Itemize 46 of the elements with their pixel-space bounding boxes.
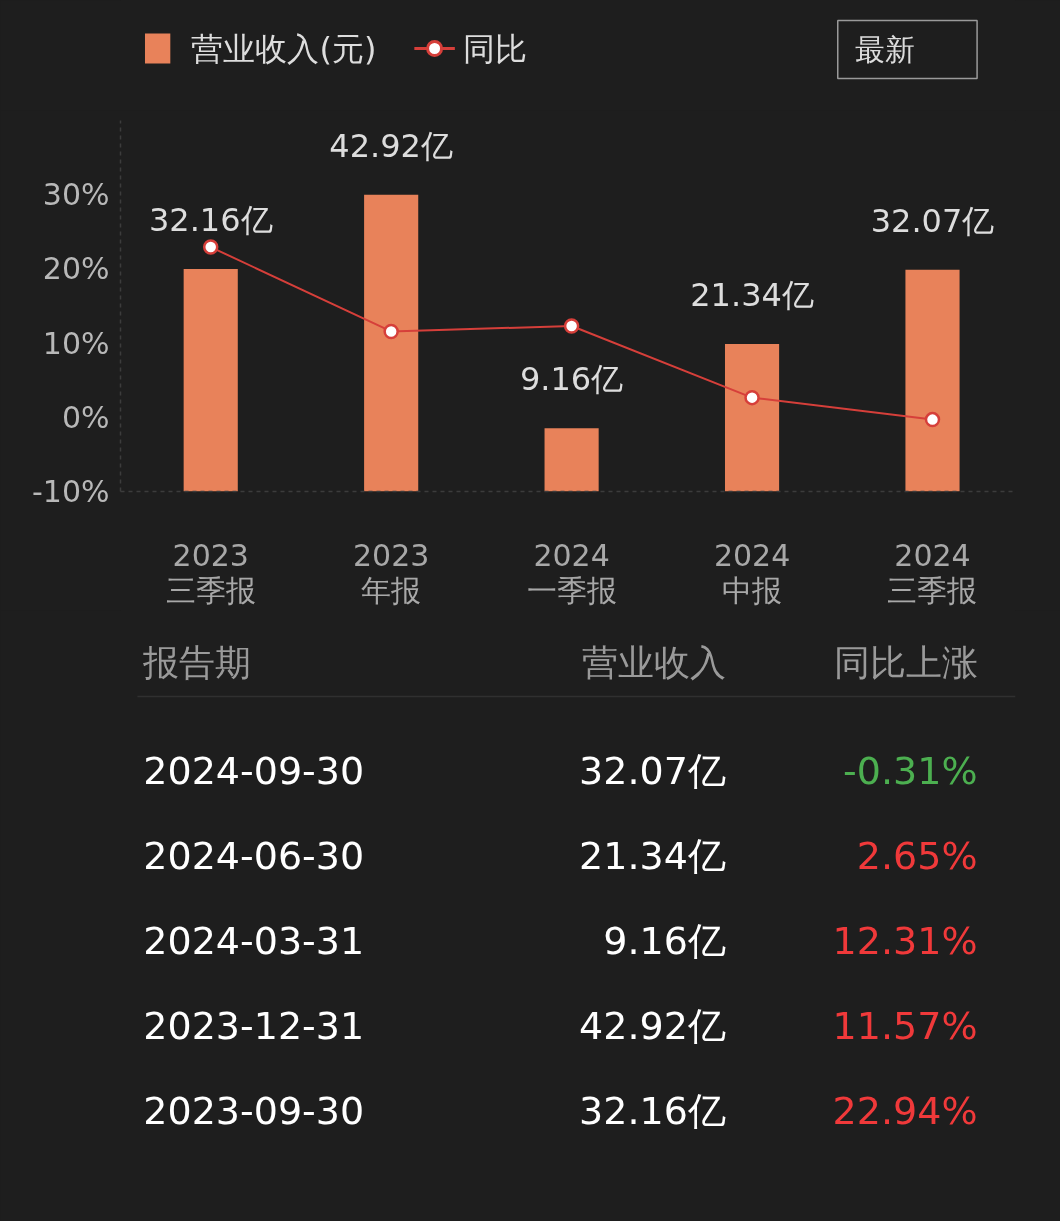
- bar: [364, 194, 419, 492]
- y-tick-label: 20%: [42, 251, 110, 287]
- x-tick-label: 2024 一季报: [526, 537, 617, 608]
- y-tick-label: 10%: [42, 325, 110, 361]
- x-tick-label: 2024 三季报: [887, 537, 978, 608]
- text: 2.65%: [856, 833, 978, 878]
- bar: [544, 428, 599, 492]
- text: 32.16亿: [579, 1088, 726, 1133]
- data-label: 9.16亿: [519, 360, 624, 399]
- bar: [183, 269, 238, 492]
- text: 2023-09-30: [143, 1089, 365, 1133]
- point: [202, 239, 219, 255]
- legend-label: 同比: [463, 29, 528, 68]
- text: 12.31%: [832, 918, 978, 963]
- text: 2024-03-31: [143, 919, 365, 963]
- x-tick-label: 2024 中报: [713, 537, 791, 608]
- data-label: 32.07亿: [870, 201, 995, 240]
- text: 营业收入: [581, 642, 726, 683]
- y-tick-label: 30%: [42, 177, 110, 213]
- point: [563, 318, 580, 334]
- bar: [724, 343, 780, 492]
- text: 2024-09-30: [143, 749, 365, 793]
- text: 11.57%: [832, 1003, 978, 1048]
- y-tick-label: -10%: [32, 474, 110, 509]
- text: 9.16亿: [603, 918, 726, 963]
- point: [383, 323, 399, 340]
- text: 最新: [855, 32, 916, 67]
- text: 报告期: [142, 642, 252, 683]
- text: 42.92亿: [579, 1003, 726, 1048]
- point: [744, 389, 760, 406]
- text: 2023-12-31: [143, 1004, 365, 1048]
- data-label: 21.34亿: [690, 275, 814, 314]
- text: 32.07亿: [579, 748, 726, 793]
- text: 22.94%: [832, 1088, 978, 1133]
- text: 2024-06-30: [143, 834, 365, 878]
- x-tick-label: 2023 三季报: [165, 537, 256, 608]
- data-label: 32.16亿: [148, 201, 273, 240]
- legend-label: 营业收入(元): [191, 29, 377, 68]
- text: 21.34亿: [579, 833, 726, 878]
- text: 同比上涨: [833, 642, 978, 683]
- point: [924, 411, 941, 428]
- text: -0.31%: [843, 748, 978, 793]
- y-tick-label: 0%: [61, 399, 110, 435]
- bar: [905, 269, 960, 492]
- x-tick-label: 2023 年报: [352, 537, 430, 608]
- data-label: 42.92亿: [329, 126, 453, 165]
